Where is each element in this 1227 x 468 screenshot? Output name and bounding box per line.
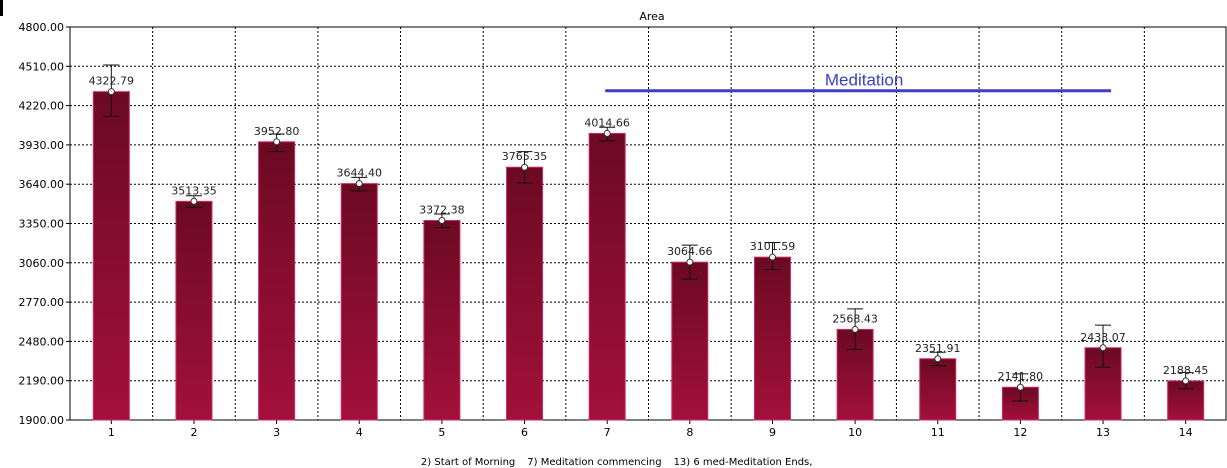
bar — [175, 200, 213, 421]
value-label: 3952.80 — [254, 125, 300, 138]
value-label: 2141.80 — [998, 370, 1044, 383]
bar-chart: Area 1900.00 2190.00 2480.00 2770.00 3060.00… — [19, 10, 1227, 439]
y-tick-label: 3930.00 — [19, 139, 65, 152]
bar — [423, 219, 461, 421]
x-tick-label: 11 — [931, 426, 945, 439]
mean-point — [603, 129, 611, 137]
x-tick-label: 2 — [190, 426, 197, 439]
corner-marker — [0, 0, 3, 16]
x-tick-label: 6 — [521, 426, 528, 439]
value-label: 3101.59 — [750, 240, 796, 253]
mean-point — [1016, 383, 1024, 391]
value-label: 3513.35 — [171, 184, 217, 197]
value-label: 4322.79 — [89, 75, 135, 88]
bar — [506, 166, 544, 421]
x-tick-label: 3 — [273, 426, 280, 439]
value-label: 3064.66 — [667, 245, 713, 258]
value-label: 3765.35 — [502, 150, 548, 163]
footer-note-1: 2) Start of Morning — [420, 457, 516, 468]
footer-note-2: 7) Meditation commencing — [527, 457, 662, 468]
bar — [258, 141, 296, 421]
mean-point — [438, 216, 446, 224]
mean-point — [273, 138, 281, 146]
y-tick-label: 1900.00 — [19, 414, 65, 427]
footer-note-3: 13) 6 med-Meditation Ends, — [673, 457, 813, 468]
x-tick-label: 14 — [1179, 426, 1193, 439]
mean-point — [1099, 344, 1107, 352]
x-tick-label: 4 — [356, 426, 363, 439]
x-tick-label: 13 — [1096, 426, 1110, 439]
bar — [588, 132, 626, 421]
value-label: 3372.38 — [419, 203, 465, 216]
footer-notes: 2) Start of Morning 7) Meditation commenc… — [0, 446, 1227, 468]
y-tick-label: 4220.00 — [19, 100, 65, 113]
bar — [92, 91, 130, 421]
x-tick-label: 7 — [604, 426, 611, 439]
bar — [919, 358, 957, 421]
x-tick-label: 12 — [1013, 426, 1027, 439]
mean-point — [355, 180, 363, 188]
mean-point — [521, 163, 529, 171]
y-tick-label: 4510.00 — [19, 60, 65, 73]
mean-point — [1182, 377, 1190, 385]
y-tick-label: 3640.00 — [19, 178, 65, 191]
x-tick-label: 9 — [769, 426, 776, 439]
mean-point — [768, 253, 776, 261]
y-tick-label: 4800.00 — [19, 21, 65, 34]
mean-point — [934, 355, 942, 363]
x-tick-label: 8 — [686, 426, 693, 439]
value-label: 2433.07 — [1080, 331, 1126, 344]
y-tick-label: 3350.00 — [19, 218, 65, 231]
value-label: 4014.66 — [584, 116, 630, 129]
mean-point — [107, 88, 115, 96]
bar — [340, 183, 378, 421]
x-tick-label: 1 — [108, 426, 115, 439]
mean-point — [190, 197, 198, 205]
value-label: 3644.40 — [337, 167, 383, 180]
bar — [671, 261, 709, 421]
chart-title: Area — [639, 10, 664, 23]
y-tick-label: 2190.00 — [19, 375, 65, 388]
value-label: 2568.43 — [832, 312, 878, 325]
bar — [753, 256, 791, 421]
value-label: 2188.45 — [1163, 364, 1209, 377]
y-tick-label: 3060.00 — [19, 257, 65, 270]
mean-point — [686, 258, 694, 266]
x-tick-label: 5 — [438, 426, 445, 439]
y-tick-label: 2480.00 — [19, 335, 65, 348]
mean-point — [851, 325, 859, 333]
meditation-label: Meditation — [825, 71, 903, 90]
y-tick-label: 2770.00 — [19, 296, 65, 309]
x-tick-label: 10 — [848, 426, 862, 439]
value-label: 2351.91 — [915, 342, 961, 355]
